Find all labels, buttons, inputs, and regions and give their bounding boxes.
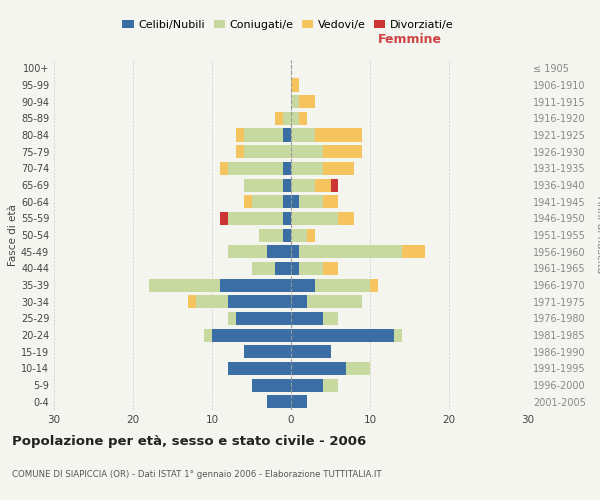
Bar — [291, 362, 346, 375]
Bar — [291, 228, 307, 241]
Bar — [323, 262, 338, 275]
Bar — [149, 278, 220, 291]
Bar — [259, 228, 283, 241]
Bar — [283, 128, 291, 141]
Bar — [291, 262, 299, 275]
Bar — [228, 362, 291, 375]
Bar — [251, 262, 275, 275]
Bar — [244, 145, 291, 158]
Bar — [244, 345, 291, 358]
Y-axis label: Anni di nascita: Anni di nascita — [595, 196, 600, 274]
Bar — [268, 245, 291, 258]
Bar — [228, 162, 283, 175]
Bar — [314, 278, 370, 291]
Bar — [291, 212, 338, 225]
Bar — [244, 195, 251, 208]
Bar — [291, 278, 314, 291]
Bar — [291, 378, 323, 392]
Bar — [196, 295, 228, 308]
Bar — [291, 112, 299, 125]
Text: COMUNE DI SIAPICCIA (OR) - Dati ISTAT 1° gennaio 2006 - Elaborazione TUTTITALIA.: COMUNE DI SIAPICCIA (OR) - Dati ISTAT 1°… — [12, 470, 382, 479]
Bar — [291, 162, 323, 175]
Text: Femmine: Femmine — [377, 33, 442, 46]
Bar — [291, 78, 299, 92]
Bar — [251, 195, 283, 208]
Bar — [291, 195, 299, 208]
Bar — [291, 128, 314, 141]
Bar — [291, 312, 323, 325]
Bar — [291, 295, 307, 308]
Bar — [291, 345, 331, 358]
Bar — [220, 212, 228, 225]
Bar — [323, 145, 362, 158]
Bar — [204, 328, 212, 342]
Bar — [244, 128, 283, 141]
Bar — [220, 278, 291, 291]
Bar — [283, 178, 291, 192]
Bar — [283, 162, 291, 175]
Bar — [283, 195, 291, 208]
Bar — [291, 95, 299, 108]
Bar — [323, 162, 354, 175]
Bar — [291, 145, 323, 158]
Bar — [338, 212, 354, 225]
Bar — [314, 178, 331, 192]
Bar — [275, 112, 283, 125]
Bar — [299, 245, 401, 258]
Bar — [291, 328, 394, 342]
Bar — [228, 295, 291, 308]
Bar — [299, 195, 323, 208]
Bar — [299, 112, 307, 125]
Y-axis label: Fasce di età: Fasce di età — [8, 204, 18, 266]
Bar — [212, 328, 291, 342]
Bar — [220, 162, 228, 175]
Bar — [307, 295, 362, 308]
Bar — [228, 212, 283, 225]
Bar — [323, 195, 338, 208]
Bar — [291, 178, 314, 192]
Bar — [236, 312, 291, 325]
Bar — [401, 245, 425, 258]
Bar — [307, 228, 314, 241]
Bar — [370, 278, 378, 291]
Bar — [291, 245, 299, 258]
Bar — [299, 262, 323, 275]
Text: Popolazione per età, sesso e stato civile - 2006: Popolazione per età, sesso e stato civil… — [12, 435, 366, 448]
Bar — [291, 395, 307, 408]
Bar — [283, 228, 291, 241]
Bar — [283, 212, 291, 225]
Legend: Celibi/Nubili, Coniugati/e, Vedovi/e, Divorziati/e: Celibi/Nubili, Coniugati/e, Vedovi/e, Di… — [118, 16, 458, 34]
Bar — [331, 178, 338, 192]
Bar — [244, 178, 283, 192]
Bar — [236, 145, 244, 158]
Bar — [299, 95, 314, 108]
Bar — [314, 128, 362, 141]
Bar — [228, 245, 268, 258]
Bar — [323, 312, 338, 325]
Bar — [228, 312, 236, 325]
Bar — [323, 378, 338, 392]
Bar — [251, 378, 291, 392]
Bar — [236, 128, 244, 141]
Bar — [283, 112, 291, 125]
Bar — [275, 262, 291, 275]
Bar — [394, 328, 401, 342]
Bar — [268, 395, 291, 408]
Bar — [188, 295, 196, 308]
Bar — [346, 362, 370, 375]
